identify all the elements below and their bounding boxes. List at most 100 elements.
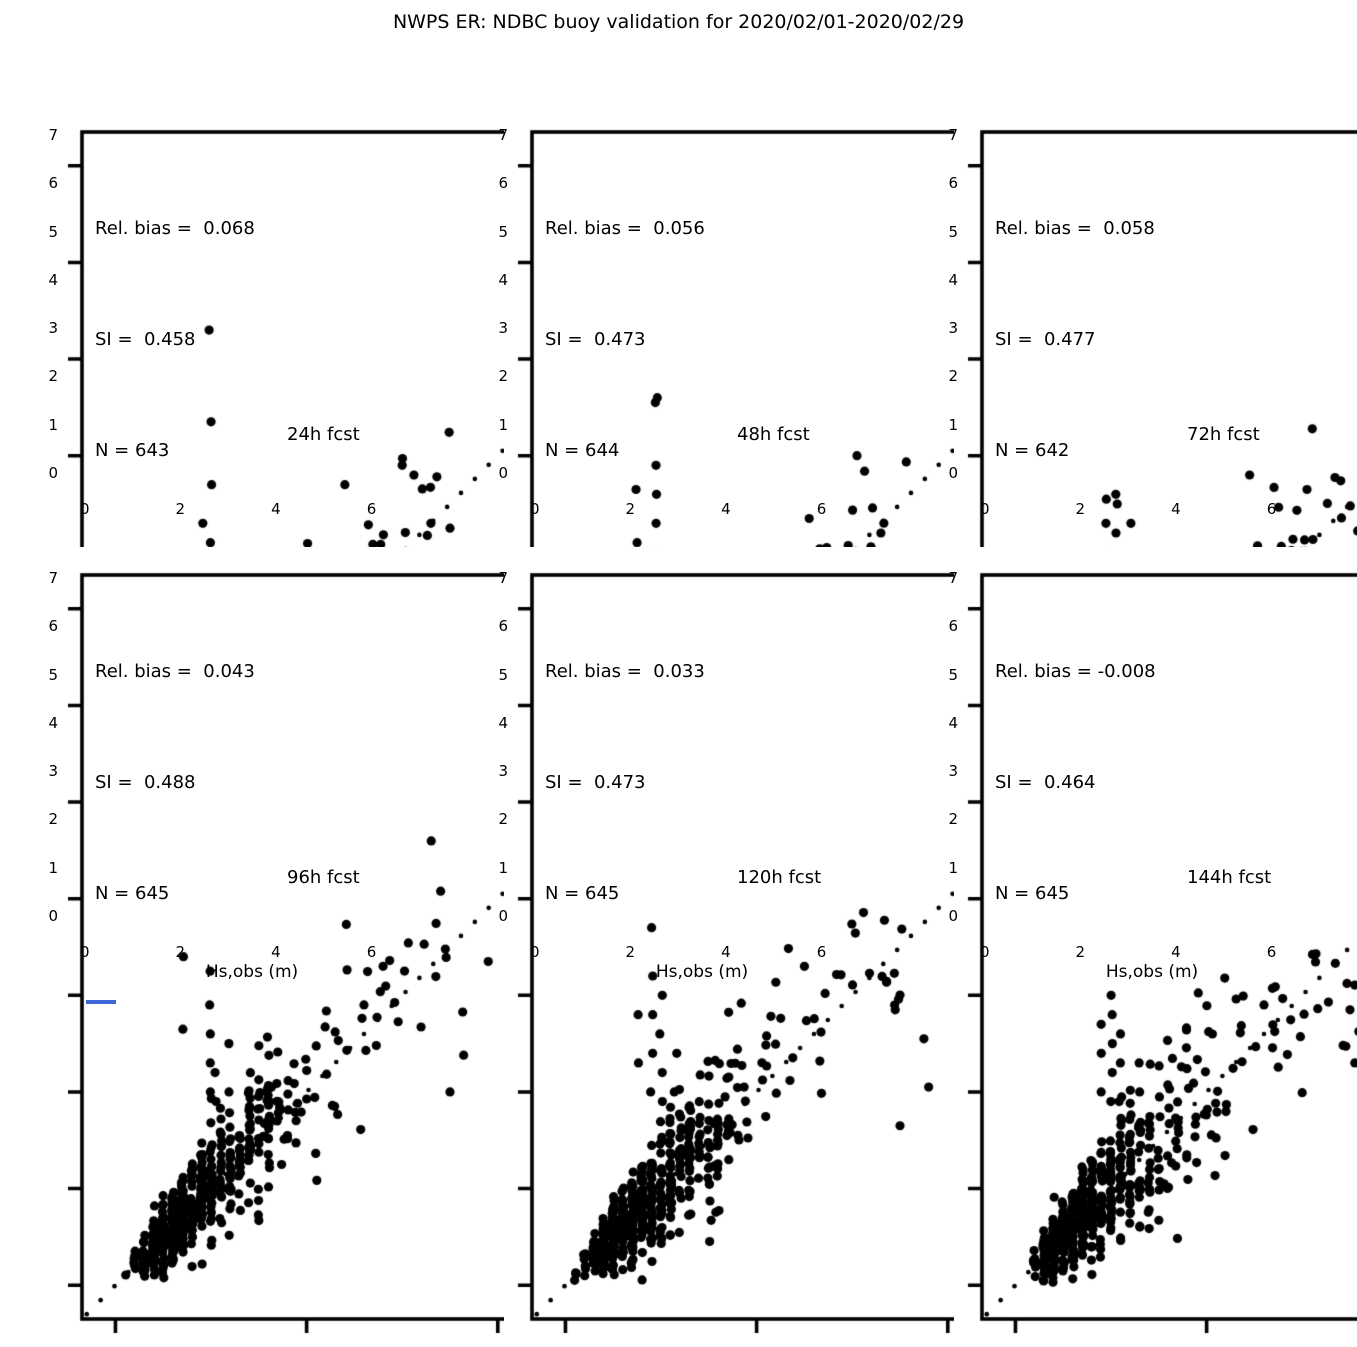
y-tick-label: 0 — [48, 907, 58, 926]
subplot-48h-fcst: Rel. bias = 0.056 SI = 0.473 N = 644 48h… — [498, 104, 1296, 904]
y-tick-label: 4 — [948, 713, 958, 732]
x-tick-label: 6 — [1266, 500, 1277, 518]
y-tick-label: 2 — [948, 367, 958, 386]
y-tick-label: 6 — [48, 174, 58, 193]
y-tick-label: 7 — [498, 125, 508, 144]
stats-block: Rel. bias = 0.033 SI = 0.473 N = 645 — [545, 579, 705, 986]
y-tick-label: 3 — [498, 762, 508, 781]
y-tick-label: 5 — [498, 665, 508, 684]
y-tick-label: 2 — [498, 367, 508, 386]
y-tick-label: 1 — [948, 858, 958, 877]
y-tick-label: 0 — [948, 464, 958, 483]
y-tick-label: 2 — [48, 367, 58, 386]
y-tick-label: 6 — [498, 174, 508, 193]
y-tick-label: 1 — [948, 415, 958, 434]
y-tick-label: 3 — [498, 319, 508, 338]
y-tick-label: 3 — [948, 319, 958, 338]
y-tick-label: 5 — [498, 222, 508, 241]
x-tick-label: 6 — [366, 943, 377, 961]
y-tick-label: 2 — [498, 810, 508, 829]
y-tick-label: 2 — [948, 810, 958, 829]
x-tick-label: 0 — [79, 500, 90, 518]
y-tick-label: 1 — [48, 415, 58, 434]
x-tick-label: 4 — [271, 943, 281, 961]
x-tick-label: 6 — [816, 500, 827, 518]
stats-block: Rel. bias = 0.058 SI = 0.477 N = 642 — [995, 136, 1155, 543]
stats-block: Rel. bias = 0.068 SI = 0.458 N = 643 — [95, 136, 255, 543]
x-tick-label: 0 — [529, 500, 540, 518]
x-axis-label-col3: Hs,obs (m) — [1105, 962, 1199, 982]
x-tick-label: 0 — [979, 943, 990, 961]
n-text: N = 643 — [95, 440, 170, 461]
y-tick-label: 7 — [948, 125, 958, 144]
y-tick-label: 7 — [48, 125, 58, 144]
subplot-96h-fcst: Rel. bias = 0.043 SI = 0.488 N = 645 96h… — [48, 547, 846, 1347]
x-tick-label: 2 — [175, 500, 186, 518]
x-tick-label: 4 — [721, 943, 731, 961]
stats-block: Rel. bias = 0.056 SI = 0.473 N = 644 — [545, 136, 705, 543]
y-tick-label: 7 — [948, 568, 958, 587]
fcst-hour-label: 96h fcst — [287, 867, 360, 888]
y-tick-label: 6 — [948, 617, 958, 636]
y-tick-label: 1 — [498, 415, 508, 434]
y-tick-label: 3 — [48, 319, 58, 338]
rel-bias-text: Rel. bias = -0.008 — [995, 661, 1156, 682]
rel-bias-text: Rel. bias = 0.068 — [95, 218, 255, 239]
x-tick-label: 2 — [625, 943, 636, 961]
y-tick-label: 0 — [948, 907, 958, 926]
si-text: SI = 0.488 — [95, 772, 196, 793]
figure-title: NWPS ER: NDBC buoy validation for 2020/0… — [392, 11, 965, 33]
x-tick-label: 2 — [175, 943, 186, 961]
y-tick-label: 4 — [48, 270, 58, 289]
fcst-hour-label: 144h fcst — [1187, 867, 1272, 888]
y-tick-label: 6 — [498, 617, 508, 636]
y-tick-label: 7 — [498, 568, 508, 587]
x-tick-label: 6 — [1266, 943, 1277, 961]
si-text: SI = 0.477 — [995, 329, 1096, 350]
stats-block: Rel. bias = 0.043 SI = 0.488 N = 645 — [95, 579, 255, 986]
y-tick-label: 0 — [498, 907, 508, 926]
x-tick-label: 4 — [1171, 500, 1181, 518]
y-tick-label: 0 — [498, 464, 508, 483]
n-text: N = 645 — [95, 883, 170, 904]
subplot-72h-fcst: Rel. bias = 0.058 SI = 0.477 N = 642 72h… — [948, 104, 1357, 904]
rel-bias-text: Rel. bias = 0.043 — [95, 661, 255, 682]
y-tick-label: 4 — [498, 713, 508, 732]
subplot-24h-fcst: Rel. bias = 0.068 SI = 0.458 N = 643 24h… — [48, 104, 846, 904]
x-axis-label-col1: Hs,obs (m) — [205, 962, 299, 982]
x-tick-label: 0 — [79, 943, 90, 961]
stats-block: Rel. bias = -0.008 SI = 0.464 N = 645 — [995, 579, 1156, 986]
y-tick-label: 7 — [48, 568, 58, 587]
y-tick-label: 1 — [48, 858, 58, 877]
subplot-120h-fcst: Rel. bias = 0.033 SI = 0.473 N = 645 1 2 0… — [498, 547, 1296, 1347]
y-tick-label: 6 — [48, 617, 58, 636]
x-tick-label: 2 — [625, 500, 636, 518]
n-text: N = 645 — [545, 883, 620, 904]
y-tick-label: 5 — [948, 222, 958, 241]
x-tick-label: 6 — [366, 500, 377, 518]
x-tick-label: 4 — [721, 500, 731, 518]
rel-bias-text: Rel. bias = 0.058 — [995, 218, 1155, 239]
x-tick-label: 4 — [1171, 943, 1181, 961]
fcst-hour-label: 72h fcst — [1187, 424, 1260, 445]
x-tick-label: 2 — [1075, 500, 1086, 518]
si-text: SI = 0.458 — [95, 329, 196, 350]
x-tick-label: 0 — [529, 943, 540, 961]
y-tick-label: 5 — [48, 665, 58, 684]
y-tick-label: 3 — [948, 762, 958, 781]
x-tick-label: 0 — [979, 500, 990, 518]
si-text: SI = 0.473 — [545, 772, 646, 793]
y-tick-label: 5 — [48, 222, 58, 241]
fcst-hour-label: 48h fcst — [737, 424, 810, 445]
x-axis-label-col2: Hs,obs (m) — [655, 962, 749, 982]
x-tick-label: 6 — [816, 943, 827, 961]
n-text: N = 642 — [995, 440, 1070, 461]
y-tick-label: 0 — [48, 464, 58, 483]
rel-bias-text: Rel. bias = 0.033 — [545, 661, 705, 682]
subplot-144h-fcst: Rel. bias = -0.008 SI = 0.464 N = 645 14… — [948, 547, 1357, 1347]
blue-artifact-bar — [86, 1000, 116, 1004]
n-text: N = 645 — [995, 883, 1070, 904]
si-text: SI = 0.464 — [995, 772, 1096, 793]
y-tick-label: 4 — [48, 713, 58, 732]
y-tick-label: 2 — [48, 810, 58, 829]
